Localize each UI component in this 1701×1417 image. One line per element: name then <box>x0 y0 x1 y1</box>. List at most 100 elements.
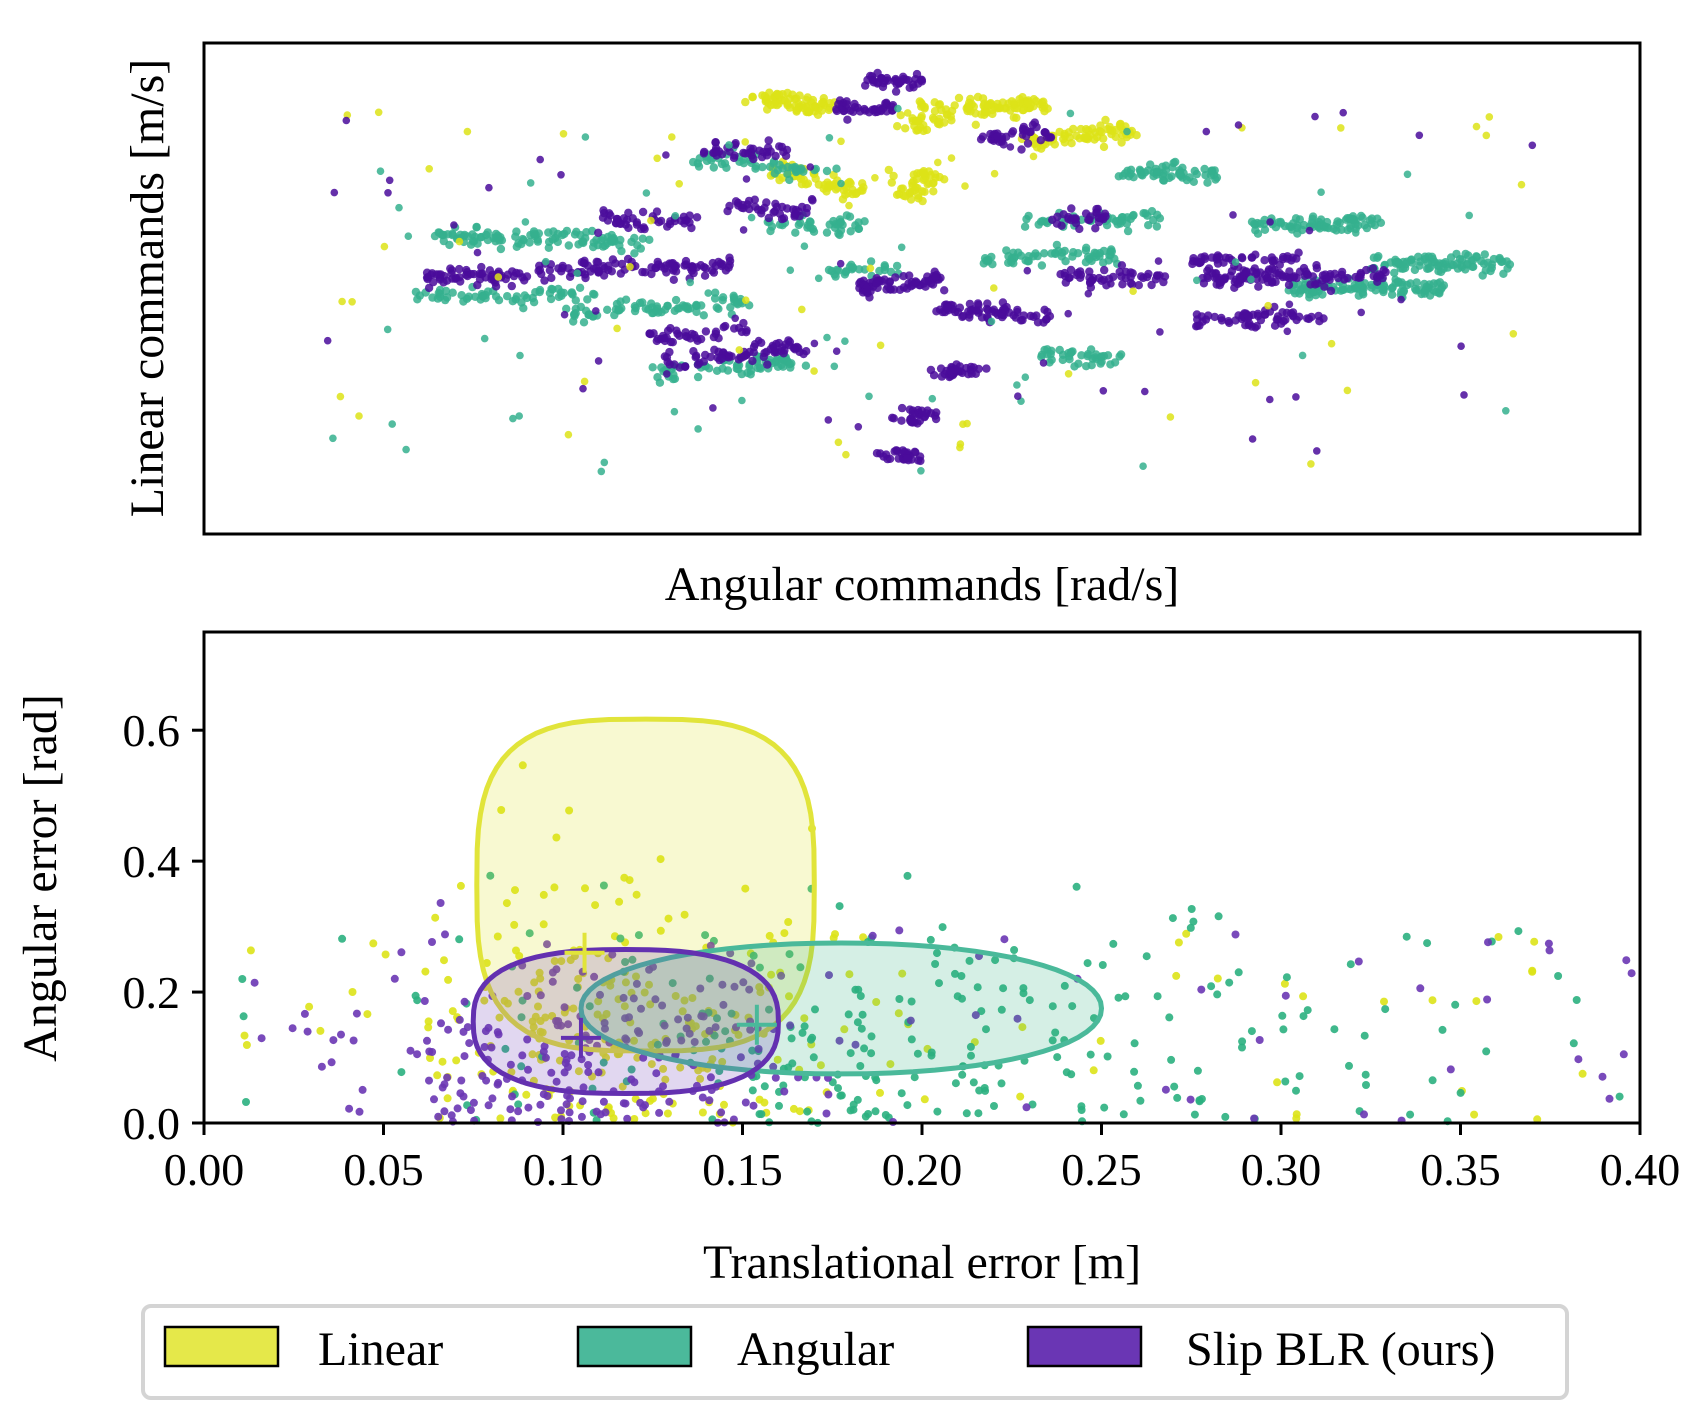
top-point-linear <box>1132 131 1141 140</box>
top-point-linear <box>1018 105 1027 115</box>
top-point-slip-blr-ours <box>738 200 747 210</box>
top-point-linear <box>1116 119 1125 129</box>
top-point-angular <box>548 285 557 294</box>
top-point-angular <box>917 467 925 475</box>
top-point-slip-blr-ours <box>1026 311 1035 321</box>
top-point-angular <box>1159 169 1168 178</box>
top-point-slip-blr-ours <box>1084 289 1093 298</box>
top-point-slip-blr-ours <box>965 299 975 309</box>
x-tick-label: 0.35 <box>1420 1144 1501 1195</box>
top-point-angular <box>558 230 567 240</box>
top-point-slip-blr-ours <box>611 259 620 268</box>
bottom-point-angular <box>1190 1110 1199 1119</box>
top-point-slip-blr-ours <box>699 149 709 158</box>
bottom-point-angular <box>895 995 904 1003</box>
top-point-slip-blr-ours <box>485 183 493 192</box>
top-point-angular <box>1483 258 1492 267</box>
bottom-point-slip-blr-ours <box>349 1036 358 1045</box>
top-point-slip-blr-ours <box>872 274 881 283</box>
top-point-angular <box>1021 373 1030 382</box>
top-point-slip-blr-ours <box>1247 253 1257 262</box>
bottom-point-linear <box>894 1009 903 1018</box>
bottom-point-slip-blr-ours <box>601 1024 609 1033</box>
bottom-point-angular <box>1238 1037 1247 1046</box>
top-point-angular <box>1029 252 1038 261</box>
legend-box <box>141 1304 1569 1400</box>
bottom-point-angular <box>1170 1082 1179 1091</box>
bottom-point-linear <box>663 1109 672 1118</box>
top-point-angular <box>823 333 831 342</box>
top-point-angular <box>777 360 786 370</box>
bottom-point-slip-blr-ours <box>300 1009 309 1018</box>
top-point-slip-blr-ours <box>1253 311 1263 321</box>
top-point-angular <box>471 292 480 301</box>
bottom-point-linear <box>767 970 776 979</box>
bottom-point-linear <box>780 929 789 938</box>
top-point-slip-blr-ours <box>731 139 740 148</box>
top-point-linear <box>922 125 932 135</box>
bottom-point-slip-blr-ours <box>1483 995 1492 1004</box>
top-point-slip-blr-ours <box>810 339 819 348</box>
bottom-point-angular <box>1195 1096 1204 1105</box>
top-point-angular <box>1103 351 1113 360</box>
top-point-angular <box>1299 285 1308 294</box>
bottom-point-slip-blr-ours <box>730 982 739 991</box>
bottom-point-slip-blr-ours <box>250 978 259 987</box>
bottom-point-linear <box>785 992 793 1001</box>
bottom-point-angular <box>621 958 630 966</box>
top-point-angular <box>1146 160 1155 169</box>
bottom-point-angular <box>991 956 1000 965</box>
bottom-point-linear <box>1533 1115 1542 1124</box>
top-point-angular <box>1387 290 1397 299</box>
top-point-slip-blr-ours <box>1528 141 1537 150</box>
bottom-point-linear <box>1089 1066 1098 1075</box>
bottom-point-angular <box>338 934 347 943</box>
y-tick-label: 0.0 <box>123 1098 181 1149</box>
top-point-angular <box>1403 170 1412 179</box>
bottom-point-linear <box>246 946 255 955</box>
bottom-point-angular <box>1402 932 1411 941</box>
top-point-slip-blr-ours <box>916 456 925 466</box>
top-point-angular <box>1343 225 1352 235</box>
top-point-angular <box>571 296 580 305</box>
top-point-angular <box>1352 229 1360 237</box>
top-point-angular <box>746 366 756 375</box>
bottom-point-slip-blr-ours <box>518 1051 527 1060</box>
bottom-point-angular <box>997 1079 1006 1088</box>
top-point-angular <box>718 293 728 302</box>
top-point-slip-blr-ours <box>993 310 1003 320</box>
top-point-angular <box>1428 258 1437 267</box>
top-point-slip-blr-ours <box>958 312 967 322</box>
top-point-slip-blr-ours <box>1268 256 1277 265</box>
bottom-point-linear <box>1428 996 1437 1005</box>
top-point-slip-blr-ours <box>742 328 751 337</box>
top-point-linear <box>1129 287 1137 296</box>
top-point-slip-blr-ours <box>725 201 734 211</box>
bottom-point-slip-blr-ours <box>536 1100 545 1109</box>
bottom-point-linear <box>502 899 511 908</box>
top-point-linear <box>741 138 749 146</box>
top-point-slip-blr-ours <box>897 403 907 413</box>
bottom-point-slip-blr-ours <box>741 1098 750 1107</box>
top-point-slip-blr-ours <box>1085 267 1094 276</box>
top-point-angular <box>1332 220 1341 229</box>
bottom-point-linear <box>720 1100 728 1109</box>
top-point-slip-blr-ours <box>748 144 758 153</box>
top-point-angular <box>670 306 679 315</box>
bottom-point-slip-blr-ours <box>441 930 449 939</box>
top-point-slip-blr-ours <box>889 414 898 423</box>
bottom-point-linear <box>664 914 673 923</box>
bottom-point-linear <box>536 1017 545 1025</box>
bottom-point-angular <box>857 1024 866 1033</box>
top-point-linear <box>1099 142 1109 152</box>
x-tick-label: 0.10 <box>523 1144 604 1195</box>
legend-swatch-angular <box>576 1325 693 1368</box>
top-point-linear <box>834 438 843 447</box>
top-point-slip-blr-ours <box>763 360 772 369</box>
top-point-angular <box>630 249 639 258</box>
bottom-point-angular <box>1279 1025 1288 1034</box>
top-point-linear <box>930 107 940 116</box>
top-point-slip-blr-ours <box>1204 311 1213 320</box>
top-point-slip-blr-ours <box>1271 277 1280 287</box>
top-point-linear <box>892 190 902 199</box>
